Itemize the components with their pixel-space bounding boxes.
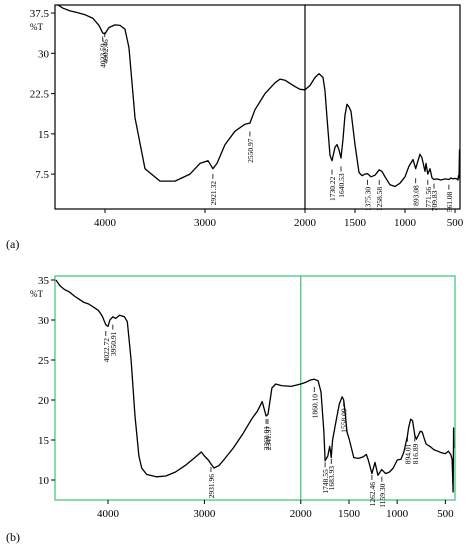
peak-label: 894.01	[403, 443, 412, 464]
x-tick-label: 4000	[97, 508, 120, 520]
x-tick-label: 1500	[344, 217, 367, 229]
peak-label: 4023.59	[99, 43, 108, 68]
panel-label: (a)	[6, 237, 19, 251]
x-tick-label: 500	[447, 217, 464, 229]
y-tick-label: 15	[38, 435, 50, 447]
y-tick-label: 22.5	[30, 89, 50, 101]
peak-label: 4002.46	[101, 39, 110, 64]
peak-label: 2550.97	[246, 138, 255, 163]
panel-label: (b)	[6, 530, 20, 544]
peak-label: 1683.93	[327, 466, 336, 491]
y-tick-label: 10	[38, 475, 50, 487]
peak-label: 893.08	[412, 185, 421, 206]
y-tick-label: 35	[38, 275, 50, 287]
peak-label: 2341.37	[264, 426, 273, 451]
spectrum-trace	[57, 4, 461, 188]
y-tick-label: 20	[38, 395, 50, 407]
peak-label: 3950.91	[109, 331, 118, 356]
peak-label: 1860.10	[310, 394, 319, 419]
peak-label: 2931.96	[207, 474, 216, 499]
peak-label: 1558.09	[340, 408, 349, 433]
peak-label: 2360.01	[262, 426, 271, 451]
peak-label: 1640.53	[337, 173, 346, 198]
peak-label: 1730.22	[328, 176, 337, 201]
x-tick-label: 1000	[394, 217, 417, 229]
y-axis-label: %T	[30, 22, 43, 32]
x-tick-label: 2000	[290, 508, 313, 520]
spectrum-panel-b: 35 30 25 20 15 10 %T 4000 3000 2000 1500 1000 500 402…	[6, 275, 456, 544]
x-tick-label: 2000	[294, 217, 317, 229]
peak-label: 1375.30	[364, 187, 373, 212]
plot-frame	[54, 4, 461, 210]
y-axis-label: %T	[30, 289, 43, 299]
peak-label: 4022.72	[102, 338, 111, 363]
x-tick-label: 500	[437, 508, 454, 520]
x-tick-label: 3000	[194, 217, 217, 229]
peak-label: 1258.58	[375, 187, 384, 212]
x-tick-label: 3000	[193, 508, 216, 520]
spectrum-panel-a: 37.5 30 22.5 15 7.5 %T 4000 3000 2000 1500 1000 500…	[6, 4, 464, 251]
y-tick-label: 7.5	[35, 169, 49, 181]
peak-label: 816.89	[411, 443, 420, 464]
x-tick-label: 4000	[94, 217, 117, 229]
y-tick-label: 37.5	[30, 8, 50, 20]
y-tick-label: 30	[38, 315, 50, 327]
y-tick-label: 15	[38, 129, 50, 141]
y-tick-label: 25	[38, 355, 50, 367]
peak-label: 709.83	[430, 190, 439, 211]
peak-label: 1262.46	[368, 482, 377, 507]
x-tick-label: 1500	[338, 508, 361, 520]
peak-label: 1748.55	[321, 469, 330, 494]
peak-label: 1159.30	[378, 483, 387, 507]
spectrum-trace	[55, 279, 455, 493]
plot-frame	[54, 275, 456, 501]
peak-label: 771.56	[424, 187, 433, 208]
peak-label: 2921.32	[209, 181, 218, 206]
y-tick-label: 30	[38, 48, 50, 60]
x-tick-label: 1000	[386, 508, 409, 520]
peak-label: 561.08	[445, 191, 454, 212]
